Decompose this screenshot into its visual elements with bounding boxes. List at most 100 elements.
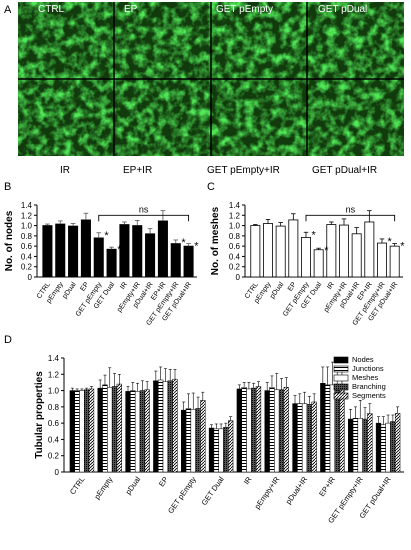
bar <box>367 413 373 473</box>
bar <box>218 428 224 473</box>
legend-label: Branching <box>352 382 386 391</box>
x-tick-label: EP <box>157 475 170 488</box>
x-tick-label: pDual+IR <box>284 475 310 506</box>
bar <box>364 221 375 278</box>
bar <box>181 409 187 473</box>
bar <box>395 413 401 473</box>
y-tick-label: 1.2 <box>21 211 33 220</box>
microscopy-panel <box>18 2 404 156</box>
bar <box>278 389 285 473</box>
x-tick-label: pDual <box>61 281 77 300</box>
y-tick-label: 1.0 <box>48 387 60 396</box>
bar <box>357 418 363 473</box>
y-tick-label: 0.8 <box>21 232 33 241</box>
bar <box>288 219 299 278</box>
bar <box>348 418 354 473</box>
bracket-label-ns: ns <box>346 204 356 214</box>
x-tick-label: CTRL <box>68 475 87 496</box>
x-tick-label: pDual <box>124 475 143 496</box>
y-tick-label: 1.2 <box>48 370 60 379</box>
bar <box>157 379 164 473</box>
y-axis-title: No. of meshes <box>210 206 221 275</box>
y-tick-label: 0 <box>28 273 33 282</box>
significance-asterisk: * <box>194 241 199 253</box>
bar <box>292 403 298 473</box>
legend-label: Segments <box>352 391 386 400</box>
y-tick-label: 0.2 <box>48 452 60 461</box>
legend-swatch <box>333 374 349 382</box>
x-tick-label: IR <box>242 475 254 487</box>
y-tick-label: 0.8 <box>48 403 60 412</box>
bar <box>306 404 313 473</box>
bar <box>390 421 396 473</box>
bar <box>228 420 234 473</box>
bar <box>377 242 387 278</box>
x-tick-label: EP <box>79 281 90 293</box>
bar <box>144 389 150 473</box>
significance-bracket <box>98 214 190 222</box>
bar <box>275 225 286 278</box>
bar <box>223 426 229 473</box>
bar <box>250 225 261 278</box>
bar <box>255 386 262 473</box>
panel-a-letter: A <box>4 4 12 16</box>
condition-label-get-pempty-ir: GET pEmpty+IR <box>207 165 280 176</box>
bar <box>185 408 192 473</box>
bar <box>170 243 181 278</box>
bar <box>93 237 104 278</box>
legend-label: Nodes <box>352 355 374 364</box>
bar <box>274 389 280 473</box>
panel-d-letter: D <box>4 334 12 346</box>
bar <box>172 378 178 473</box>
x-tick-label: GET pEmpty <box>166 475 198 515</box>
x-tick-label: pEmpty <box>92 475 114 501</box>
x-tick-label: pEmpty+IR <box>253 475 282 511</box>
bar <box>107 387 113 473</box>
bar <box>297 403 303 473</box>
significance-asterisk: * <box>181 237 186 249</box>
bar <box>236 388 242 473</box>
condition-label-ep: EP <box>124 4 138 15</box>
y-tick-label: 1.4 <box>48 354 60 363</box>
bar <box>68 225 79 278</box>
bar <box>241 387 247 473</box>
bar <box>84 389 90 473</box>
y-tick-label: 0.2 <box>21 263 33 272</box>
bar <box>375 422 382 473</box>
bar <box>313 249 324 278</box>
significance-asterisk: * <box>104 230 109 242</box>
bar <box>190 409 196 473</box>
legend-swatch <box>333 365 349 373</box>
bar <box>324 384 331 473</box>
y-tick-label: 0 <box>55 468 60 477</box>
panel-c-letter: C <box>207 181 215 193</box>
x-tick-label: pDual <box>269 281 285 300</box>
bar <box>311 401 317 473</box>
bar <box>269 387 275 473</box>
bar <box>80 219 91 278</box>
bar <box>157 220 168 278</box>
bar <box>301 403 308 473</box>
legend-label: Junctions <box>352 364 384 373</box>
bar <box>145 233 156 278</box>
legend-swatch <box>333 356 349 364</box>
significance-asterisk: * <box>312 229 317 241</box>
y-tick-label: 1.0 <box>229 222 241 231</box>
y-tick-label: 0 <box>236 273 241 282</box>
bar <box>351 233 362 278</box>
chart-meshes: 00.2 0.40.60.81.0 1.21.4 No. of meshes * * * * n… <box>210 201 405 327</box>
significance-asterisk: * <box>388 236 393 248</box>
condition-label-ir: IR <box>60 165 70 176</box>
bar <box>106 248 117 278</box>
bar <box>385 422 391 473</box>
bar <box>153 380 159 473</box>
y-tick-label: 0.4 <box>229 252 241 261</box>
y-tick-label: 0.4 <box>48 435 60 444</box>
bar <box>42 225 53 278</box>
bar <box>55 223 66 278</box>
bar <box>380 424 386 473</box>
bar <box>301 236 311 278</box>
bar <box>200 400 206 473</box>
